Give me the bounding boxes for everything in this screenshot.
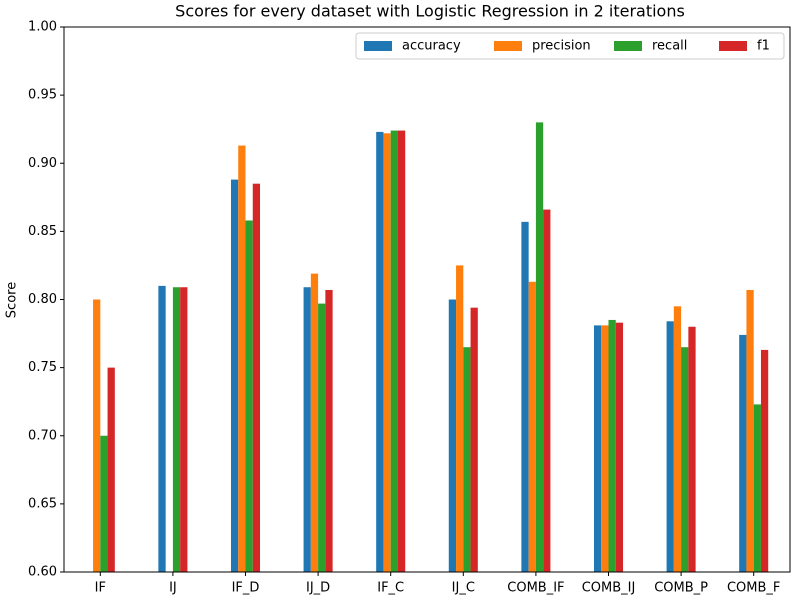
plot-frame	[63, 26, 791, 573]
bar	[318, 303, 326, 572]
x-tick-label: IJ_C	[452, 581, 475, 596]
y-tick-label: 0.95	[28, 88, 57, 103]
x-tick-label: COMB_IJ	[582, 581, 636, 596]
y-tick-label: 0.60	[28, 565, 57, 580]
y-tick-label: 0.75	[28, 360, 57, 375]
bar	[521, 221, 529, 572]
bar	[245, 220, 253, 572]
bar	[760, 349, 769, 572]
y-tick-label: 0.80	[28, 292, 57, 307]
bar	[325, 289, 333, 572]
x-tick-label: COMB_IF	[507, 581, 564, 596]
bar	[753, 404, 761, 572]
x-tick-label: COMB_F	[727, 581, 780, 596]
bar	[93, 299, 101, 572]
legend-label: precision	[532, 39, 591, 54]
bar	[107, 367, 115, 572]
bar	[673, 306, 682, 572]
chart-title: Scores for every dataset with Logistic R…	[175, 2, 685, 21]
x-tick-label: IF	[95, 581, 106, 596]
bar	[535, 122, 544, 572]
bar	[528, 281, 536, 572]
y-tick-label: 1.00	[28, 20, 57, 35]
bar	[158, 285, 166, 572]
bar	[397, 130, 406, 573]
bar	[615, 322, 624, 572]
x-tick-label: IJ_D	[306, 581, 330, 596]
legend-swatch	[614, 41, 642, 51]
legend-label: f1	[757, 39, 770, 54]
bar	[456, 265, 464, 572]
bar	[310, 273, 319, 572]
bar	[470, 307, 478, 572]
legend-swatch	[494, 41, 522, 51]
bar	[448, 299, 457, 572]
bar	[230, 179, 239, 572]
x-tick-label: IJ	[169, 581, 177, 596]
bar	[739, 334, 747, 572]
y-axis-label: Score	[5, 282, 20, 318]
bar	[543, 209, 551, 572]
bar	[688, 326, 696, 572]
bar	[390, 130, 398, 573]
bar	[746, 289, 754, 572]
x-tick-label: COMB_P	[654, 581, 708, 596]
bar	[172, 287, 181, 572]
legend-label: recall	[652, 39, 687, 54]
legend-box	[355, 32, 785, 60]
x-tick-label: IF_C	[377, 581, 404, 596]
bar	[252, 183, 261, 572]
y-tick-label: 0.70	[28, 428, 57, 443]
y-tick-label: 0.85	[28, 224, 57, 239]
y-tick-label: 0.65	[28, 496, 57, 511]
bar	[608, 319, 616, 572]
bar	[601, 325, 609, 572]
bar	[180, 287, 188, 572]
bar	[238, 145, 246, 572]
bar	[303, 287, 311, 572]
bar	[593, 325, 602, 572]
bar	[376, 131, 384, 572]
legend-label: accuracy	[402, 39, 461, 54]
bar	[383, 133, 391, 572]
bar	[463, 347, 471, 572]
bar	[666, 321, 674, 572]
legend-swatch	[364, 41, 392, 51]
x-tick-label: IF_D	[232, 581, 260, 596]
y-tick-label: 0.90	[28, 156, 57, 171]
bar	[100, 435, 108, 572]
legend-swatch	[719, 41, 747, 51]
bar	[681, 347, 689, 572]
